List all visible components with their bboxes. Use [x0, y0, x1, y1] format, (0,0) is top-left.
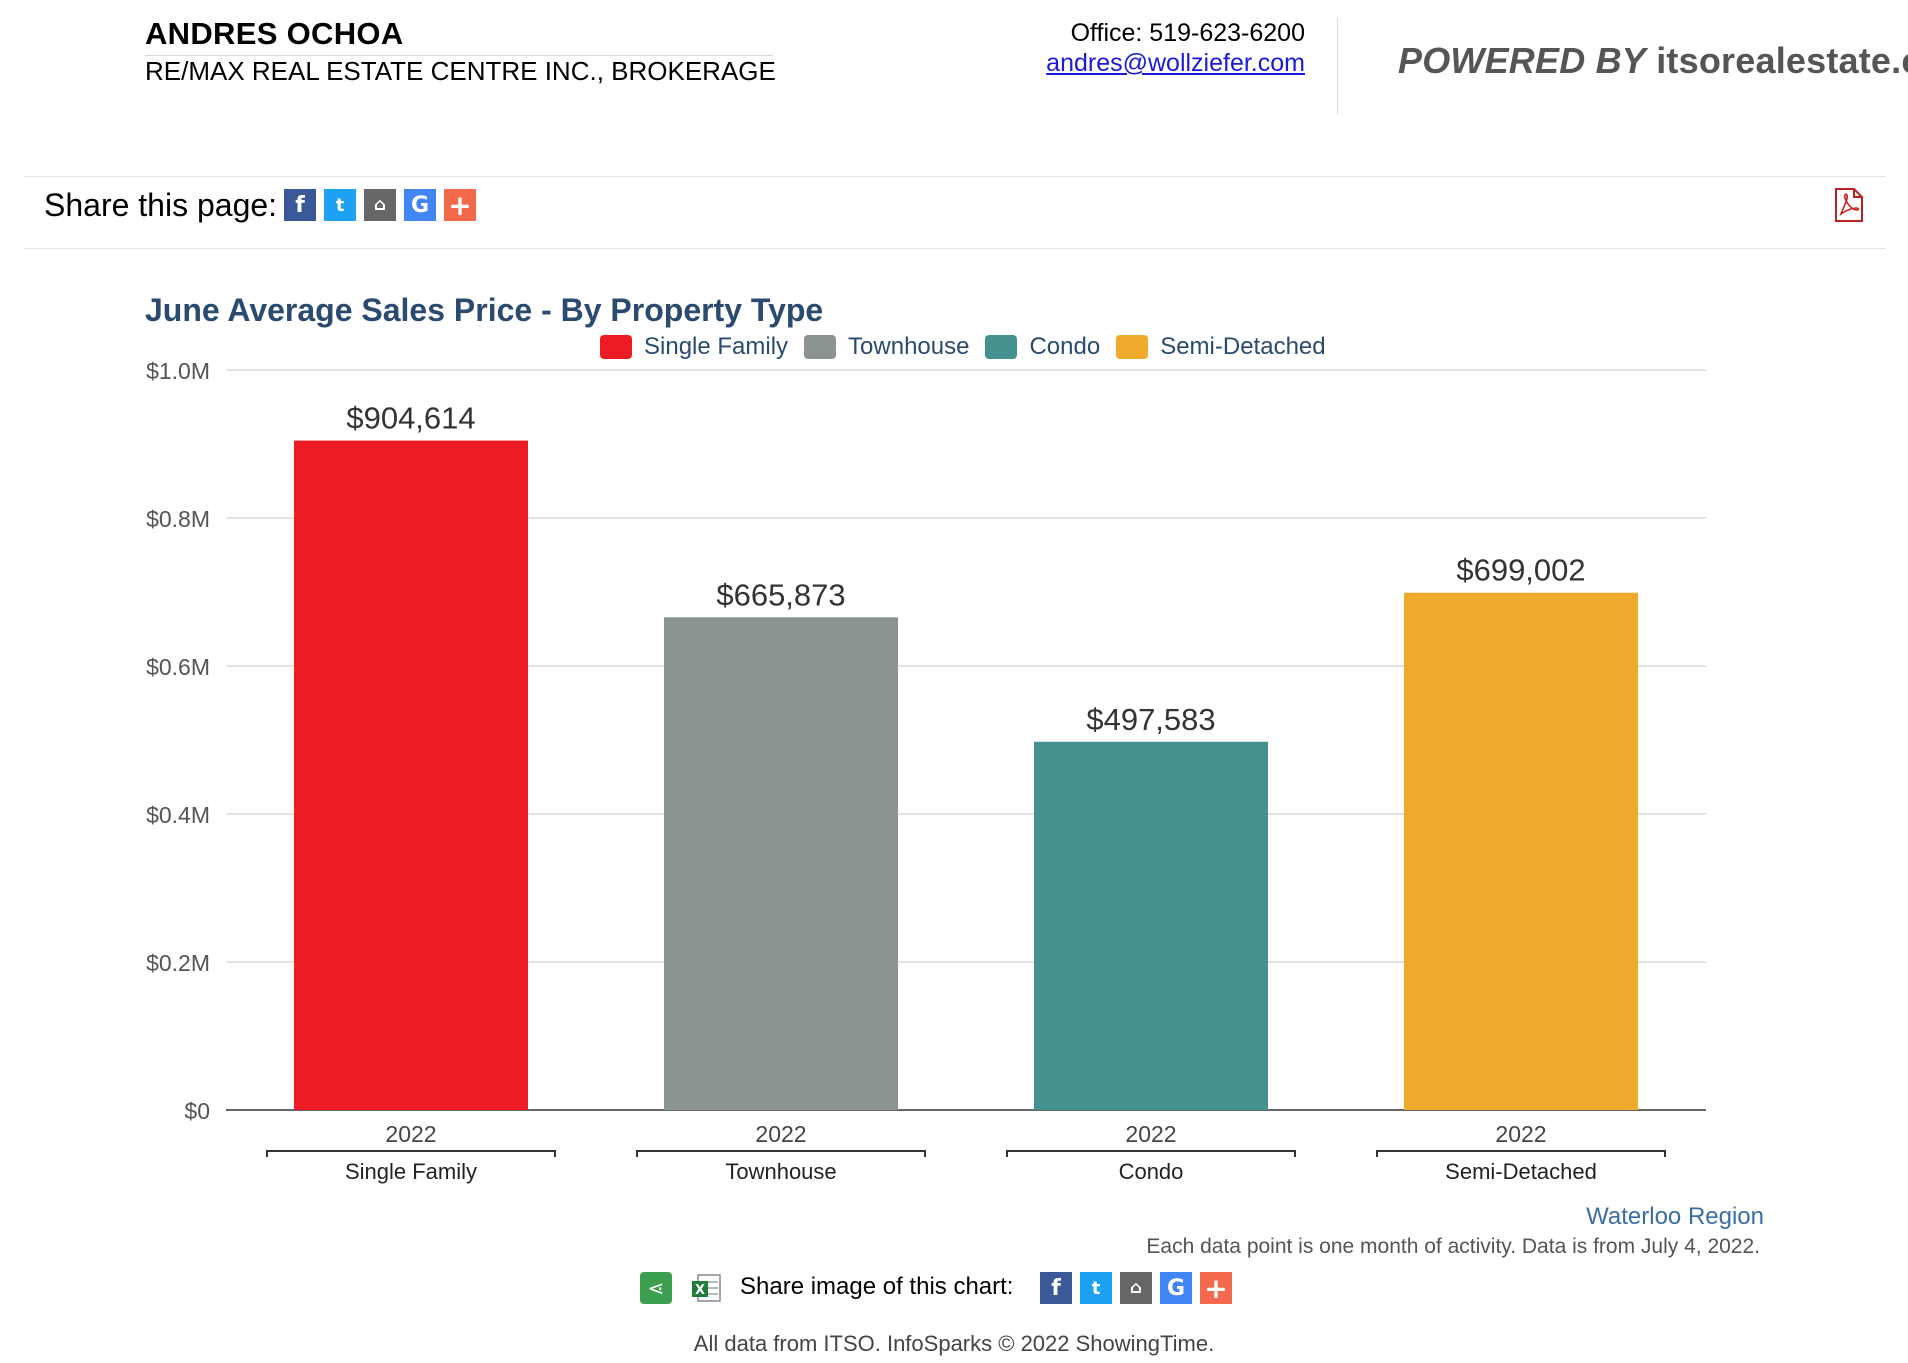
bar-single-family	[294, 440, 528, 1110]
x-category-label: Semi-Detached	[1445, 1159, 1597, 1184]
twitter-icon[interactable]: t	[1080, 1272, 1112, 1304]
legend-swatch	[985, 335, 1018, 359]
chart-title: June Average Sales Price - By Property T…	[145, 292, 824, 328]
y-tick-label: $0.6M	[146, 654, 210, 680]
y-tick-label: $0.8M	[146, 506, 210, 532]
y-tick-label: $0	[184, 1098, 210, 1124]
category-bracket	[636, 1150, 926, 1157]
y-tick-label: $0.2M	[146, 950, 210, 976]
email-link[interactable]: andres@wollziefer.com	[1046, 49, 1305, 77]
bar-condo	[1034, 741, 1268, 1110]
legend-item-semi-detached[interactable]: Semi-Detached	[1116, 333, 1326, 361]
legend-label: Single Family	[644, 333, 789, 360]
addthis-plus-icon[interactable]: +	[1200, 1272, 1232, 1305]
data-label: $665,873	[716, 577, 845, 612]
chart-share-tools: ⋖	[640, 1272, 672, 1304]
agent-brokerage: RE/MAX REAL ESTATE CENTRE INC., BROKERAG…	[145, 56, 776, 86]
legend-swatch	[1116, 335, 1149, 359]
copyright: All data from ITSO. InfoSparks © 2022 Sh…	[693, 1331, 1215, 1356]
svg-text:X: X	[695, 1283, 705, 1298]
legend-swatch	[600, 335, 632, 359]
legend-swatch	[804, 335, 837, 359]
bar-semi-detached	[1404, 592, 1638, 1110]
share-image-label: Share image of this chart:	[740, 1273, 1014, 1300]
category-bracket	[1376, 1150, 1666, 1157]
data-label: $904,614	[346, 401, 475, 436]
x-category-label: Single Family	[345, 1159, 477, 1184]
x-tick-label-year: 2022	[755, 1121, 806, 1147]
powered-by-logo[interactable]: POWERED BY itsorealestate.ca	[1398, 40, 1908, 82]
twitter-icon[interactable]: t	[324, 189, 356, 221]
data-note: Each data point is one month of activity…	[1146, 1235, 1760, 1258]
agent-name: ANDRES OCHOA	[145, 16, 404, 51]
facebook-icon[interactable]: f	[284, 189, 316, 221]
x-tick-label-year: 2022	[385, 1121, 436, 1147]
region-link[interactable]: Waterloo Region	[1586, 1203, 1764, 1230]
header-divider	[1337, 18, 1338, 115]
excel-export-icon[interactable]: X	[690, 1272, 722, 1304]
x-tick-label-year: 2022	[1495, 1121, 1546, 1147]
legend-label: Semi-Detached	[1160, 333, 1326, 360]
y-tick-label: $1.0M	[146, 358, 210, 384]
powered-by-prefix: POWERED BY	[1398, 40, 1647, 81]
google-icon[interactable]: G	[1160, 1272, 1192, 1304]
contact-block: Office: 519-623-6200 andres@wollziefer.c…	[1046, 18, 1305, 78]
powered-by-brand: itsorealestate.ca	[1656, 40, 1908, 81]
legend-item-townhouse[interactable]: Townhouse	[804, 333, 969, 361]
google-icon[interactable]: G	[404, 189, 436, 221]
share-bar-bottom-divider	[24, 248, 1886, 249]
addthis-plus-icon[interactable]: +	[444, 189, 476, 222]
office-phone: Office: 519-623-6200	[1070, 19, 1305, 47]
agent-divider	[145, 55, 773, 56]
legend-item-single-family[interactable]: Single Family	[600, 333, 788, 361]
bar-townhouse	[664, 617, 898, 1110]
data-label: $497,583	[1086, 702, 1215, 737]
facebook-icon[interactable]: f	[1040, 1272, 1072, 1304]
share-bar-top-divider	[24, 176, 1886, 177]
category-bracket	[1006, 1150, 1296, 1157]
x-tick-label-year: 2022	[1125, 1121, 1176, 1147]
legend-label: Townhouse	[848, 333, 970, 360]
legend-label: Condo	[1029, 333, 1101, 360]
chart-legend: Single Family Townhouse Condo Semi-Detac…	[600, 333, 1326, 361]
category-bracket	[266, 1150, 556, 1157]
pdf-icon[interactable]	[1832, 188, 1864, 222]
x-category-label: Townhouse	[725, 1159, 836, 1184]
share-page-label: Share this page:	[44, 187, 278, 223]
realtor-icon[interactable]: ⌂	[1120, 1272, 1152, 1304]
legend-item-condo[interactable]: Condo	[985, 333, 1100, 361]
data-label: $699,002	[1456, 553, 1585, 588]
share-chart-icons: f t ⌂ G +	[1040, 1272, 1232, 1305]
realtor-icon[interactable]: ⌂	[364, 189, 396, 221]
share-chart-icon[interactable]: ⋖	[640, 1272, 672, 1304]
share-page-icons: f t ⌂ G +	[284, 189, 476, 222]
y-tick-label: $0.4M	[146, 802, 210, 828]
bar-chart: $0 $0.2M $0.4M $0.6M $0.8M $1.0M $904,614 2022 S…	[146, 358, 1706, 1184]
x-category-label: Condo	[1119, 1159, 1184, 1184]
